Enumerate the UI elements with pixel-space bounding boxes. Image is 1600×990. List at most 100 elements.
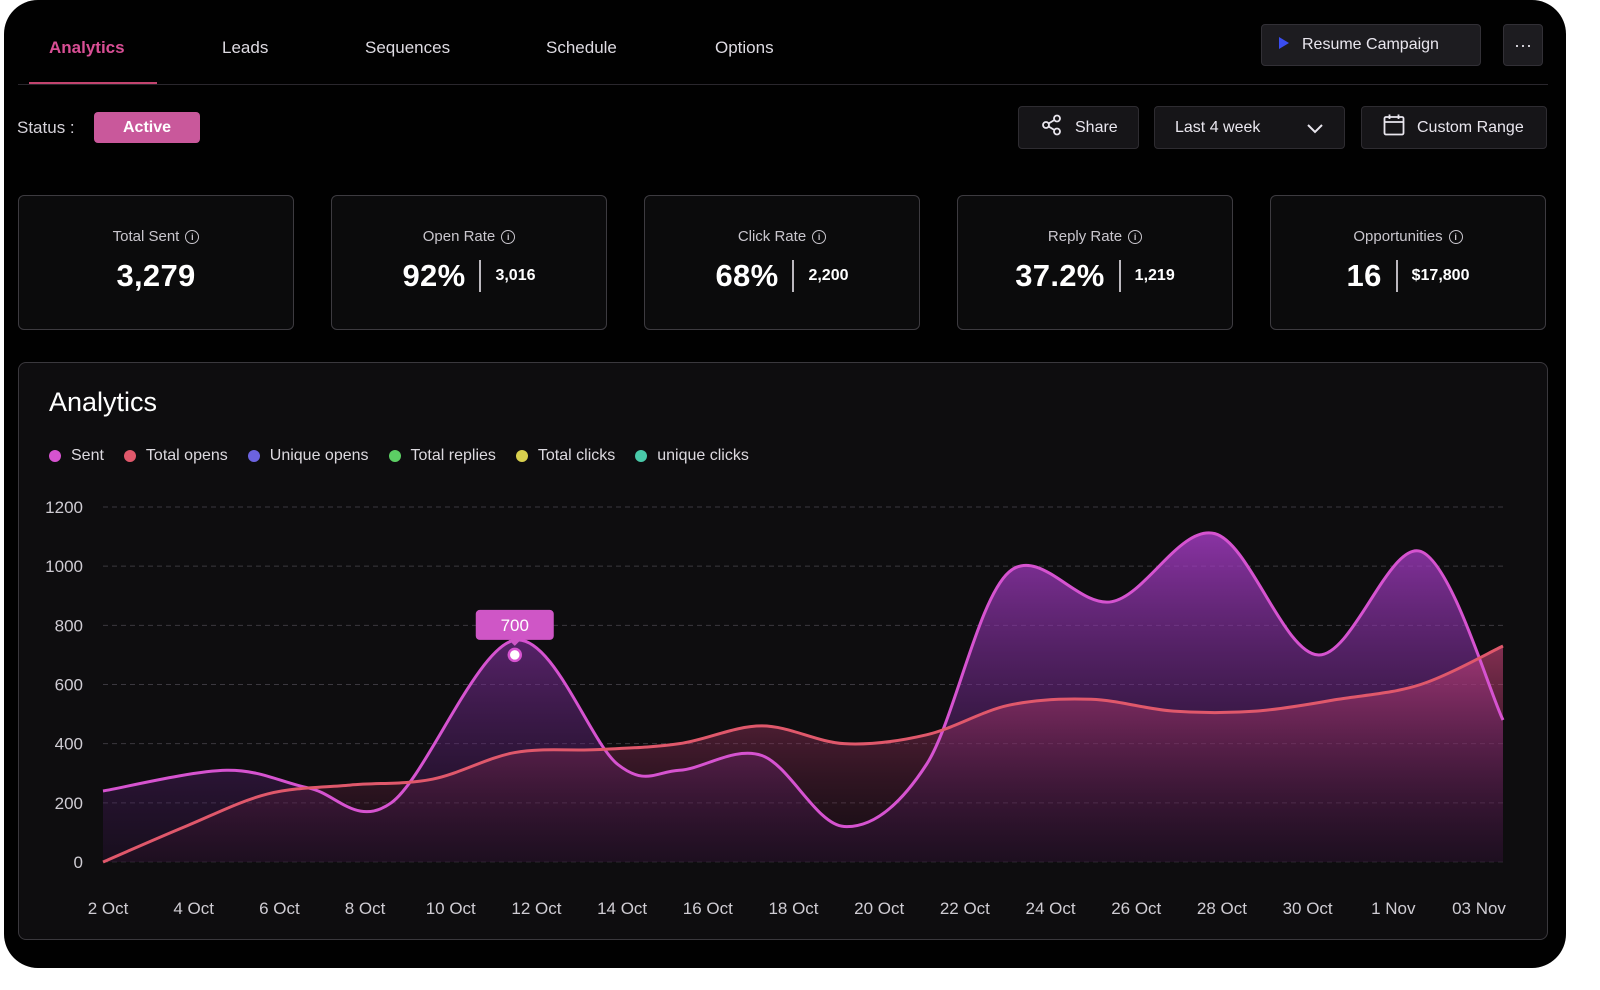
info-icon[interactable]: i <box>185 230 200 244</box>
tab-sequences[interactable]: Sequences <box>365 38 451 57</box>
x-tick-label: 6 Oct <box>259 899 300 918</box>
x-tick-label: 4 Oct <box>173 899 214 918</box>
x-tick-label: 14 Oct <box>597 899 647 918</box>
legend-label: Total replies <box>410 447 496 464</box>
analytics-chart: 0 200 400 600 800 1000 1200 2 Oct 4 Oct 6 Oct 8 Oc… <box>45 498 1506 918</box>
stat-value: 37.2% <box>1015 258 1105 293</box>
share-label: Share <box>1075 118 1118 136</box>
tooltip-pointer <box>508 639 521 646</box>
stat-title: Reply Rate <box>1047 228 1123 245</box>
y-tick-label: 800 <box>55 616 83 635</box>
x-tick-label: 24 Oct <box>1026 899 1076 918</box>
info-icon[interactable]: i <box>812 230 827 244</box>
stat-value: 68% <box>715 258 779 293</box>
tab-analytics[interactable]: Analytics <box>49 38 125 57</box>
chart-tooltip: 700 <box>475 609 554 646</box>
x-tick-label: 03 Nov <box>1452 899 1506 918</box>
resume-campaign-label: Resume Campaign <box>1302 36 1439 53</box>
stat-card-total-sent: Total Sent i 3,279 <box>18 195 294 330</box>
x-tick-label: 16 Oct <box>683 899 733 918</box>
legend-dot <box>388 450 401 462</box>
series-line-sent <box>102 531 1505 829</box>
x-tick-label: 2 Oct <box>88 899 129 918</box>
resume-campaign-button[interactable]: Resume Campaign <box>1261 24 1481 66</box>
status-label: Status : <box>17 118 75 137</box>
share-icon <box>1041 114 1063 141</box>
analytics-chart-panel: 0 200 400 600 800 1000 1200 2 Oct 4 Oct 6 Oct 8 Oc… <box>18 362 1548 940</box>
legend-label: unique clicks <box>657 447 749 464</box>
chevron-down-icon <box>1306 119 1324 142</box>
x-tick-label: 1 Nov <box>1371 899 1416 918</box>
legend-dot <box>515 450 528 462</box>
stat-title: Total Sent <box>112 228 180 245</box>
x-tick-label: 26 Oct <box>1111 899 1161 918</box>
legend-dot <box>635 450 648 462</box>
chart-legend: Sent Total opens Unique opens Total replies… <box>49 447 749 465</box>
custom-range-button[interactable]: Custom Range <box>1361 106 1547 149</box>
stat-value: 3,279 <box>116 258 196 293</box>
stat-count: 2,200 <box>808 267 849 284</box>
info-icon[interactable]: i <box>1448 230 1463 244</box>
legend-item[interactable]: Unique opens <box>247 447 369 465</box>
series-area-total-opens <box>103 646 1503 862</box>
stat-card-reply-rate: Reply Rate i 37.2% 1,219 <box>957 195 1233 330</box>
legend-dot <box>123 450 136 462</box>
stat-count: 3,016 <box>495 267 536 284</box>
custom-range-label: Custom Range <box>1417 118 1524 136</box>
stat-title: Opportunities <box>1353 228 1443 245</box>
period-select[interactable]: Last 4 week <box>1154 106 1345 149</box>
series-line-total-opens <box>102 644 1504 864</box>
play-icon <box>1278 36 1290 55</box>
info-icon[interactable]: i <box>1128 230 1143 244</box>
stat-divider <box>1395 260 1398 292</box>
period-select-value: Last 4 week <box>1175 118 1261 136</box>
legend-label: Sent <box>71 447 104 464</box>
stat-card-opportunities: Opportunities i 16 $17,800 <box>1270 195 1546 330</box>
tab-bar: Analytics Leads Sequences Schedule Optio… <box>4 0 1566 88</box>
tab-leads[interactable]: Leads <box>222 38 269 57</box>
share-button[interactable]: Share <box>1018 106 1139 149</box>
legend-label: Total opens <box>145 447 228 464</box>
stat-card-click-rate: Click Rate i 68% 2,200 <box>644 195 920 330</box>
tooltip-value: 700 <box>501 616 529 635</box>
tooltip-point <box>507 647 523 663</box>
tab-options[interactable]: Options <box>715 38 774 57</box>
tooltip-box <box>475 609 554 640</box>
legend-dot <box>247 450 260 462</box>
y-tick-label: 600 <box>55 676 83 695</box>
stat-amount: $17,800 <box>1411 267 1470 284</box>
active-tab-indicator <box>29 82 157 84</box>
stat-value: 16 <box>1346 258 1382 293</box>
x-tick-label: 20 Oct <box>854 899 904 918</box>
app-window: Analytics Leads Sequences Schedule Optio… <box>4 0 1566 968</box>
tab-divider <box>18 84 1548 85</box>
y-tick-label: 400 <box>55 735 83 754</box>
more-options-button[interactable]: ··· <box>1503 24 1543 66</box>
y-tick-label: 200 <box>55 794 83 813</box>
legend-item[interactable]: Sent <box>49 447 104 465</box>
more-horizontal-icon: ··· <box>1514 34 1532 55</box>
legend-item[interactable]: unique clicks <box>635 447 749 465</box>
status-badge: Active <box>94 112 200 143</box>
legend-item[interactable]: Total replies <box>388 447 496 465</box>
y-tick-label: 0 <box>74 853 83 872</box>
y-tick-label: 1000 <box>45 557 83 576</box>
stat-divider <box>479 260 482 292</box>
stat-title: Click Rate <box>737 228 807 245</box>
legend-item[interactable]: Total clicks <box>515 447 615 465</box>
stat-value: 92% <box>402 258 466 293</box>
stat-divider <box>792 260 795 292</box>
stat-count: 1,219 <box>1134 267 1175 284</box>
info-icon[interactable]: i <box>501 230 516 244</box>
stat-divider <box>1118 260 1121 292</box>
x-tick-label: 22 Oct <box>940 899 990 918</box>
x-tick-label: 10 Oct <box>426 899 476 918</box>
legend-item[interactable]: Total opens <box>123 447 228 465</box>
x-tick-label: 28 Oct <box>1197 899 1247 918</box>
stat-card-open-rate: Open Rate i 92% 3,016 <box>331 195 607 330</box>
stat-title: Open Rate <box>422 228 496 245</box>
x-tick-label: 8 Oct <box>345 899 386 918</box>
tab-schedule[interactable]: Schedule <box>546 38 617 57</box>
calendar-icon <box>1382 113 1406 142</box>
chart-title: Analytics <box>49 387 158 417</box>
